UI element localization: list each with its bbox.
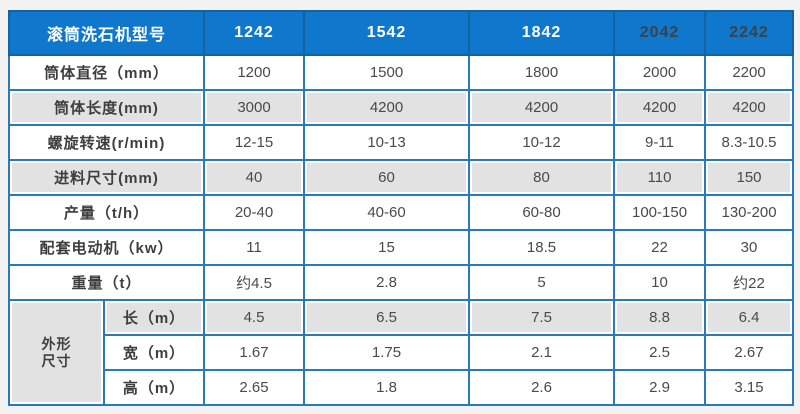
value-cell: 1800 xyxy=(468,54,616,91)
model-header-2042: 2042 xyxy=(613,10,707,56)
model-header-1842: 1842 xyxy=(468,10,616,56)
value-cell: 1200 xyxy=(203,54,306,91)
value-cell: 80 xyxy=(468,159,616,196)
spec-table: 滚筒洗石机型号 1242 1542 1842 2042 2242 筒体直径（mm… xyxy=(7,10,795,406)
value-cell: 1500 xyxy=(303,54,471,91)
value-cell: 约22 xyxy=(704,264,795,301)
value-cell: 100-150 xyxy=(613,194,707,231)
value-cell: 110 xyxy=(613,159,707,196)
value-cell: 7.5 xyxy=(468,299,616,336)
value-cell: 2.6 xyxy=(468,369,616,406)
row-label: 螺旋转速(r/min) xyxy=(7,124,206,161)
value-cell: 60-80 xyxy=(468,194,616,231)
value-cell: 1.8 xyxy=(303,369,471,406)
value-cell: 2.65 xyxy=(203,369,306,406)
value-cell: 12-15 xyxy=(203,124,306,161)
value-cell: 约4.5 xyxy=(203,264,306,301)
value-cell: 30 xyxy=(704,229,795,266)
row-label: 宽（m） xyxy=(102,334,206,371)
value-cell: 10 xyxy=(613,264,707,301)
value-cell: 6.5 xyxy=(303,299,471,336)
value-cell: 4200 xyxy=(613,89,707,126)
value-cell: 2.67 xyxy=(704,334,795,371)
value-cell: 10-13 xyxy=(303,124,471,161)
value-cell: 4200 xyxy=(704,89,795,126)
value-cell: 15 xyxy=(303,229,471,266)
table-row-weight: 重量（t） 约4.5 2.8 5 10 约22 xyxy=(7,264,795,301)
table-row-drum-length: 筒体长度(mm) 3000 4200 4200 4200 4200 xyxy=(7,89,795,126)
row-label: 配套电动机（kw） xyxy=(7,229,206,266)
dimension-group-label-line2: 尺寸 xyxy=(41,352,72,369)
row-label: 高（m） xyxy=(102,369,206,406)
value-cell: 8.8 xyxy=(613,299,707,336)
model-header-1242: 1242 xyxy=(203,10,306,56)
table-row-spiral-speed: 螺旋转速(r/min) 12-15 10-13 10-12 9-11 8.3-1… xyxy=(7,124,795,161)
table-row-dimension-height: 高（m） 2.65 1.8 2.6 2.9 3.15 xyxy=(9,369,795,406)
value-cell: 150 xyxy=(704,159,795,196)
value-cell: 40-60 xyxy=(303,194,471,231)
value-cell: 2.1 xyxy=(468,334,616,371)
value-cell: 8.3-10.5 xyxy=(704,124,795,161)
value-cell: 4200 xyxy=(468,89,616,126)
dimension-group-label: 外形 尺寸 xyxy=(8,299,105,406)
table-row-capacity: 产量（t/h） 20-40 40-60 60-80 100-150 130-20… xyxy=(7,194,795,231)
row-label: 筒体长度(mm) xyxy=(7,89,206,126)
table-row-dimension-width: 宽（m） 1.67 1.75 2.1 2.5 2.67 xyxy=(9,334,795,371)
value-cell: 3000 xyxy=(203,89,306,126)
dimension-group-label-line1: 外形 xyxy=(41,335,72,352)
row-label: 产量（t/h） xyxy=(7,194,206,231)
value-cell: 2.8 xyxy=(303,264,471,301)
table-title-cell: 滚筒洗石机型号 xyxy=(7,10,206,56)
table-row-dimension-length: 外形 尺寸 长（m） 4.5 6.5 7.5 8.8 6.4 xyxy=(8,299,795,406)
model-header-2242: 2242 xyxy=(704,10,795,56)
value-cell: 2000 xyxy=(613,54,707,91)
value-cell: 20-40 xyxy=(203,194,306,231)
value-cell: 6.4 xyxy=(704,299,795,336)
value-cell: 1.75 xyxy=(303,334,471,371)
value-cell: 4200 xyxy=(303,89,471,126)
row-label: 筒体直径（mm） xyxy=(7,54,206,91)
value-cell: 2200 xyxy=(704,54,795,91)
table-row-feed-size: 进料尺寸(mm) 40 60 80 110 150 xyxy=(7,159,795,196)
value-cell: 10-12 xyxy=(468,124,616,161)
table-row-motor-power: 配套电动机（kw） 11 15 18.5 22 30 xyxy=(7,229,795,266)
table-row-drum-diameter: 筒体直径（mm） 1200 1500 1800 2000 2200 xyxy=(7,54,795,91)
value-cell: 5 xyxy=(468,264,616,301)
value-cell: 60 xyxy=(303,159,471,196)
value-cell: 18.5 xyxy=(468,229,616,266)
row-label: 长（m） xyxy=(102,299,206,336)
model-header-1542: 1542 xyxy=(303,10,471,56)
value-cell: 11 xyxy=(203,229,306,266)
value-cell: 1.67 xyxy=(203,334,306,371)
row-label: 进料尺寸(mm) xyxy=(7,159,206,196)
header-row: 滚筒洗石机型号 1242 1542 1842 2042 2242 xyxy=(7,10,795,56)
row-label: 重量（t） xyxy=(7,264,206,301)
value-cell: 40 xyxy=(203,159,306,196)
value-cell: 2.9 xyxy=(613,369,707,406)
value-cell: 4.5 xyxy=(203,299,306,336)
value-cell: 2.5 xyxy=(613,334,707,371)
value-cell: 130-200 xyxy=(704,194,795,231)
value-cell: 22 xyxy=(613,229,707,266)
value-cell: 9-11 xyxy=(613,124,707,161)
value-cell: 3.15 xyxy=(704,369,795,406)
